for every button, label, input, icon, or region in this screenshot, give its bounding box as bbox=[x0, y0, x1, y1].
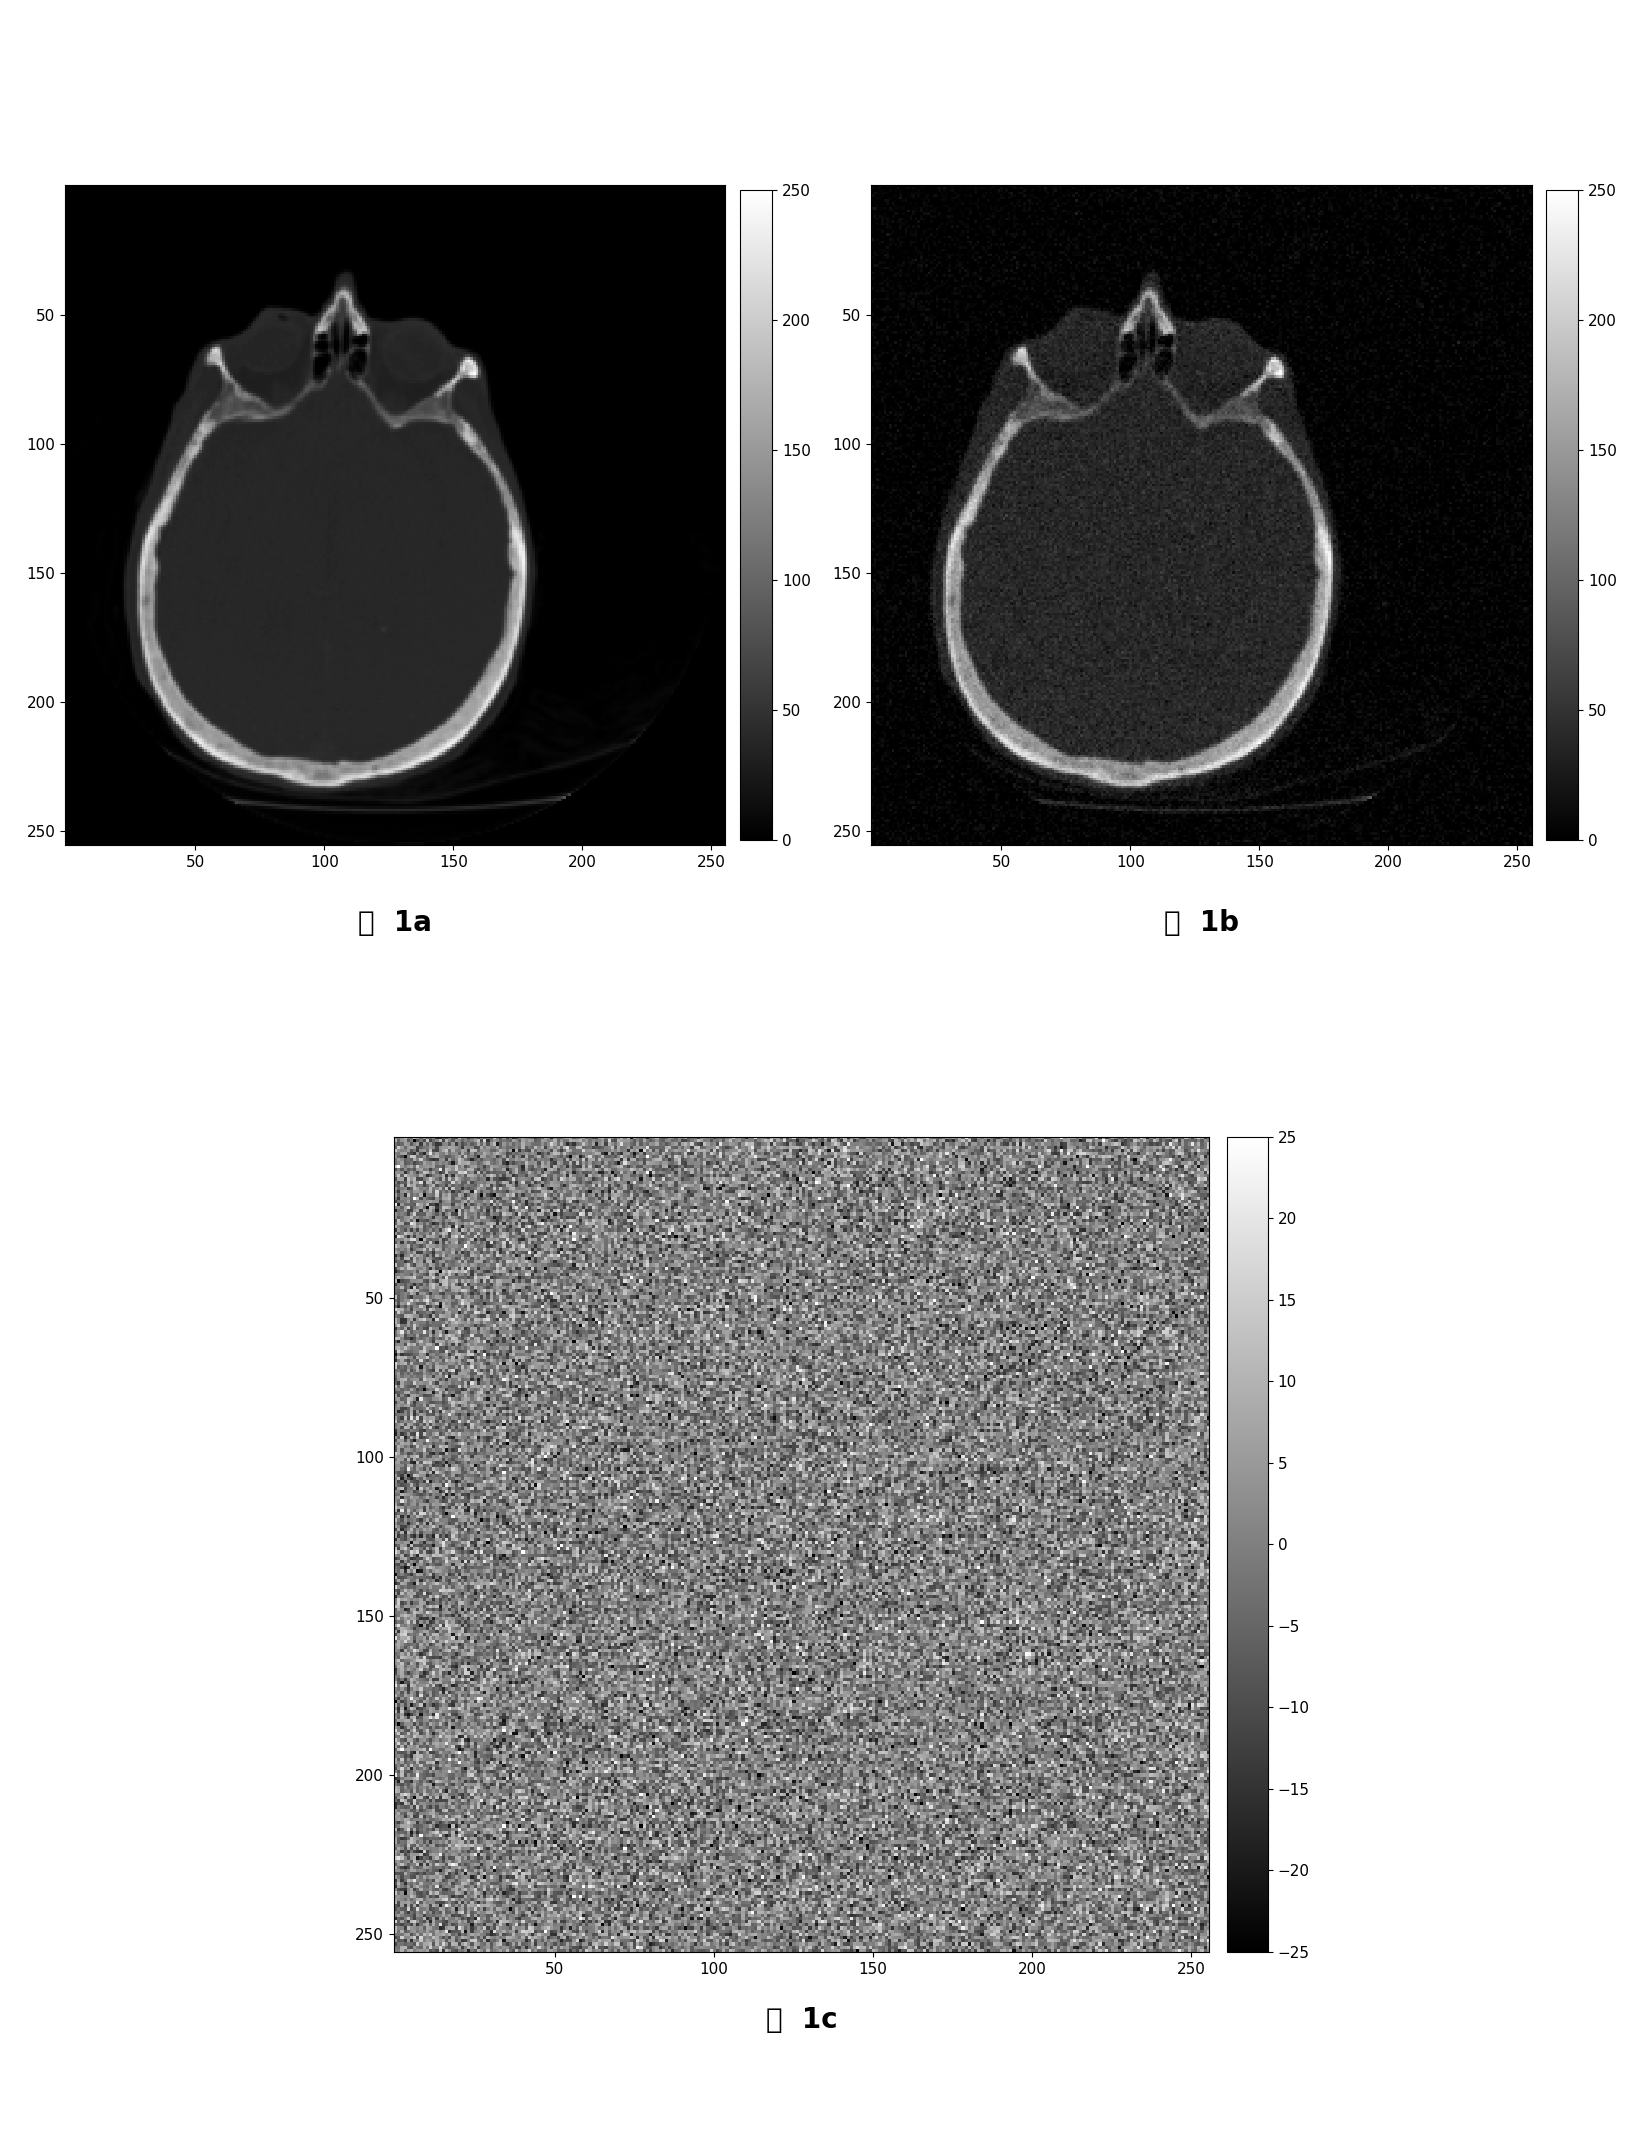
Text: 图  1a: 图 1a bbox=[358, 909, 433, 937]
Text: 图  1b: 图 1b bbox=[1163, 909, 1238, 937]
Text: 图  1c: 图 1c bbox=[766, 2006, 838, 2033]
